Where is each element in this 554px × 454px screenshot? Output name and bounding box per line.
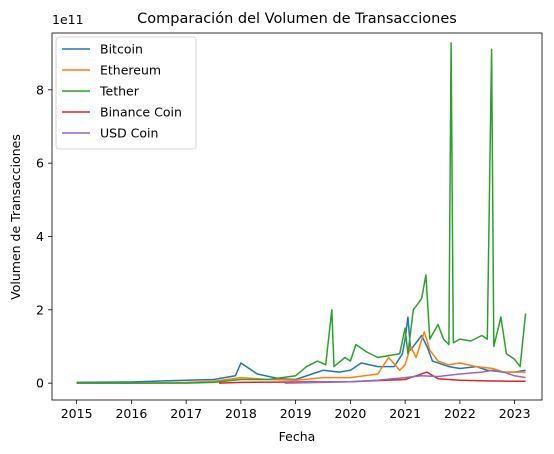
y-axis-label: Volumen de Transacciones: [8, 134, 23, 300]
legend-box: [55, 36, 197, 150]
y-tick-label: 4: [36, 229, 44, 244]
y-axis: 0 2 4 6 8: [36, 82, 52, 391]
legend-label: Bitcoin: [100, 42, 143, 57]
x-tick-label: 2020: [334, 406, 366, 421]
x-tick-label: 2021: [389, 406, 421, 421]
series-line-1: [76, 331, 526, 384]
x-axis-label: Fecha: [279, 429, 316, 444]
x-tick-label: 2019: [280, 406, 312, 421]
x-tick-label: 2015: [61, 406, 93, 421]
x-tick-label: 2022: [444, 406, 476, 421]
series-line-0: [76, 316, 526, 384]
plot-area: [76, 42, 527, 384]
y-tick-label: 8: [36, 82, 44, 97]
y-offset-label: 1e11: [52, 12, 84, 27]
legend-label: Tether: [99, 84, 140, 99]
y-tick-label: 0: [36, 376, 44, 391]
x-tick-label: 2017: [170, 406, 202, 421]
legend-label: Binance Coin: [100, 105, 182, 120]
x-tick-label: 2016: [115, 406, 147, 421]
y-tick-label: 2: [36, 302, 44, 317]
series-line-3: [218, 371, 526, 384]
legend: Bitcoin Ethereum Tether Binance Coin USD Coi…: [55, 36, 197, 150]
x-tick-label: 2023: [499, 406, 531, 421]
y-tick-label: 6: [36, 156, 44, 171]
x-tick-label: 2018: [225, 406, 257, 421]
legend-label: USD Coin: [100, 126, 158, 141]
series-line-4: [284, 369, 526, 384]
chart-title: Comparación del Volumen de Transacciones: [137, 11, 457, 27]
x-axis: 2015 2016 2017 2018 2019 2020 2021 2022 2023: [61, 400, 531, 421]
axes-frame: [51, 32, 543, 401]
series-line-2: [76, 42, 527, 384]
legend-label: Ethereum: [100, 63, 161, 78]
